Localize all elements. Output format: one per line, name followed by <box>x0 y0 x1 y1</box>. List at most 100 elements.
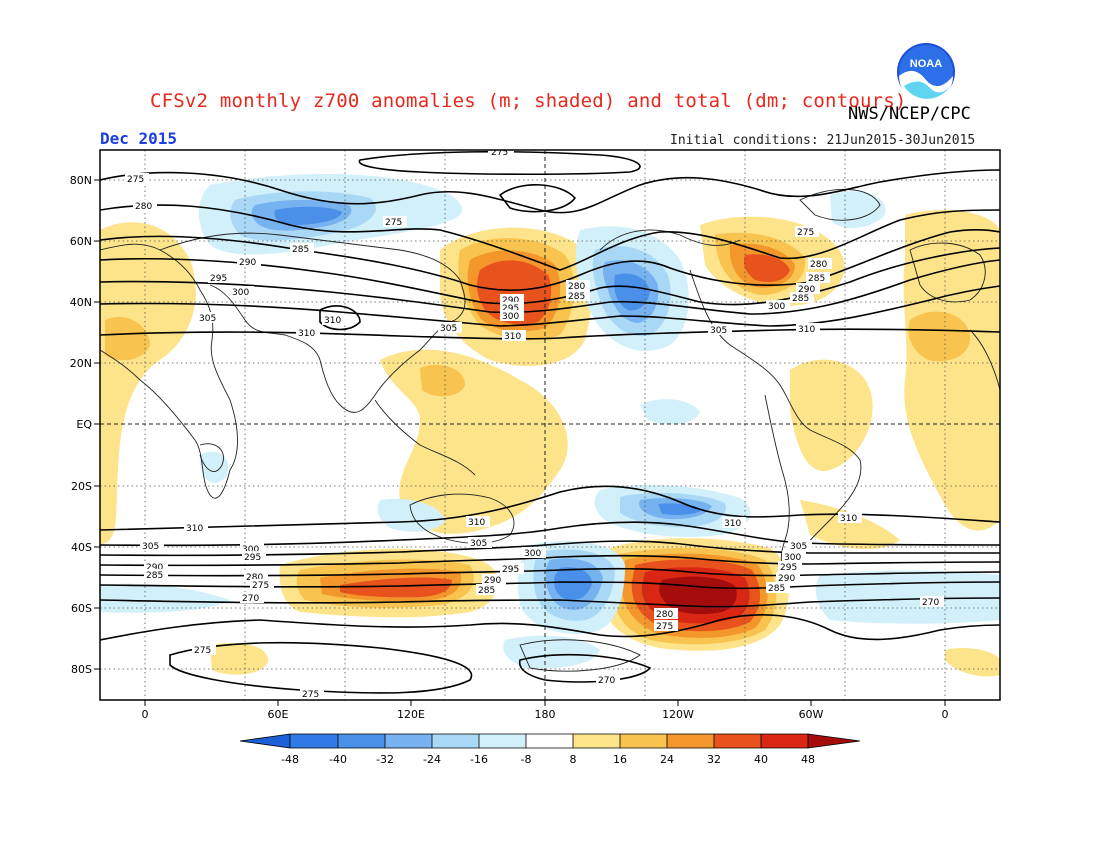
contour-label: 290 <box>484 576 501 586</box>
colorbar-label: 48 <box>801 753 815 766</box>
contour-label: 305 <box>199 314 216 324</box>
initial-conditions: Initial conditions: 21Jun2015-30Jun2015 <box>670 133 976 148</box>
map-plot-area: 275 275 275 280 285 290 295 300 305 310 … <box>100 148 1000 700</box>
contour-label: 305 <box>142 542 159 552</box>
contour-label: 275 <box>194 646 211 656</box>
contour-label: 275 <box>252 581 269 591</box>
contour-label: 310 <box>186 524 203 534</box>
lon-label: 60W <box>799 708 824 721</box>
colorbar-swatch <box>338 734 385 748</box>
contour-label: 305 <box>710 326 727 336</box>
contour-labels: 275 275 275 280 285 290 295 300 305 310 … <box>125 148 944 700</box>
equator-dateline <box>100 150 1000 700</box>
contour-label: 275 <box>491 148 508 158</box>
colorbar-swatch <box>526 734 573 748</box>
contour-label: 275 <box>797 228 814 238</box>
colorbar-arrow-right <box>808 734 860 748</box>
forecast-month: Dec 2015 <box>100 129 178 148</box>
contour-label: 300 <box>768 302 785 312</box>
lon-label: 0 <box>942 708 949 721</box>
contour-label: 270 <box>242 594 259 604</box>
coastlines <box>100 188 1000 672</box>
contour-label: 310 <box>798 325 815 335</box>
colorbar-label: -32 <box>376 753 394 766</box>
latitude-labels: 80N 60N 40N 20N EQ 20S 40S 60S 80S <box>70 174 93 676</box>
noaa-logo-icon: NOAA <box>897 43 955 102</box>
lat-label: 60N <box>70 235 92 248</box>
map-title: CFSv2 monthly z700 anomalies (m; shaded)… <box>150 90 907 112</box>
contour-label: 310 <box>298 329 315 339</box>
contour-label: 305 <box>440 324 457 334</box>
colorbar-label: 32 <box>707 753 721 766</box>
lon-label: 0 <box>142 708 149 721</box>
contour-label: 275 <box>302 690 319 700</box>
contour-label: 310 <box>724 519 741 529</box>
contour-label: 275 <box>385 218 402 228</box>
contour-label: 295 <box>502 304 519 314</box>
contour-label: 290 <box>798 285 815 295</box>
lat-label: 80N <box>70 174 92 187</box>
contour-label: 285 <box>768 584 785 594</box>
colorbar-swatch <box>290 734 338 748</box>
logo-text: NOAA <box>910 58 942 70</box>
colorbar-swatch <box>714 734 761 748</box>
contour-label: 310 <box>468 518 485 528</box>
lat-label: 60S <box>71 602 92 615</box>
colorbar-swatch <box>432 734 479 748</box>
contour-label: 300 <box>232 288 249 298</box>
axis-ticks <box>94 179 946 706</box>
colorbar-swatch <box>385 734 432 748</box>
contour-label: 270 <box>598 676 615 686</box>
longitude-labels: 0 60E 120E 180 120W 60W 0 <box>142 708 949 721</box>
colorbar-label: -48 <box>281 753 299 766</box>
agency-label: NWS/NCEP/CPC <box>848 104 971 124</box>
lat-label: 80S <box>71 663 92 676</box>
colorbar-label: 40 <box>754 753 768 766</box>
contour-label: 295 <box>780 563 797 573</box>
contour-label: 305 <box>790 542 807 552</box>
colorbar: -48 -40 -32 -24 -16 -8 8 16 24 32 40 48 <box>239 733 861 766</box>
colorbar-arrow-left <box>240 734 290 748</box>
lat-label: 20N <box>70 357 92 370</box>
contour-label: 285 <box>792 294 809 304</box>
lat-label: 40N <box>70 296 92 309</box>
contour-label: 310 <box>840 514 857 524</box>
colorbar-swatch <box>479 734 526 748</box>
contour-label: 280 <box>810 260 827 270</box>
lon-label: 120W <box>662 708 694 721</box>
lat-label: 40S <box>71 541 92 554</box>
contour-label: 280 <box>656 610 673 620</box>
lat-label: EQ <box>76 418 92 431</box>
contour-label: 270 <box>922 598 939 608</box>
contour-label: 290 <box>778 574 795 584</box>
contour-label: 275 <box>127 175 144 185</box>
contour-label: 285 <box>146 571 163 581</box>
colorbar-swatch <box>620 734 667 748</box>
lat-label: 20S <box>71 480 92 493</box>
contour-label: 300 <box>784 553 801 563</box>
contour-label: 280 <box>246 573 263 583</box>
contour-label: 280 <box>135 202 152 212</box>
contour-label: 285 <box>568 292 585 302</box>
lat-lon-grid <box>100 150 1000 700</box>
contour-label: 295 <box>210 274 227 284</box>
colorbar-label: -40 <box>329 753 347 766</box>
lon-label: 180 <box>535 708 556 721</box>
contour-label: 290 <box>502 296 519 306</box>
colorbar-swatch <box>761 734 808 748</box>
contour-label: 305 <box>470 539 487 549</box>
colorbar-label: 8 <box>570 753 577 766</box>
contour-label: 295 <box>244 553 261 563</box>
colorbar-swatch <box>573 734 620 748</box>
lon-label: 60E <box>268 708 289 721</box>
contour-label: 285 <box>808 274 825 284</box>
colorbar-swatch <box>667 734 714 748</box>
lon-label: 120E <box>397 708 425 721</box>
contour-label: 275 <box>656 622 673 632</box>
colorbar-label: -8 <box>521 753 532 766</box>
contour-label: 300 <box>524 549 541 559</box>
contour-label: 285 <box>292 245 309 255</box>
contour-label: 280 <box>568 282 585 292</box>
contour-label: 290 <box>239 258 256 268</box>
